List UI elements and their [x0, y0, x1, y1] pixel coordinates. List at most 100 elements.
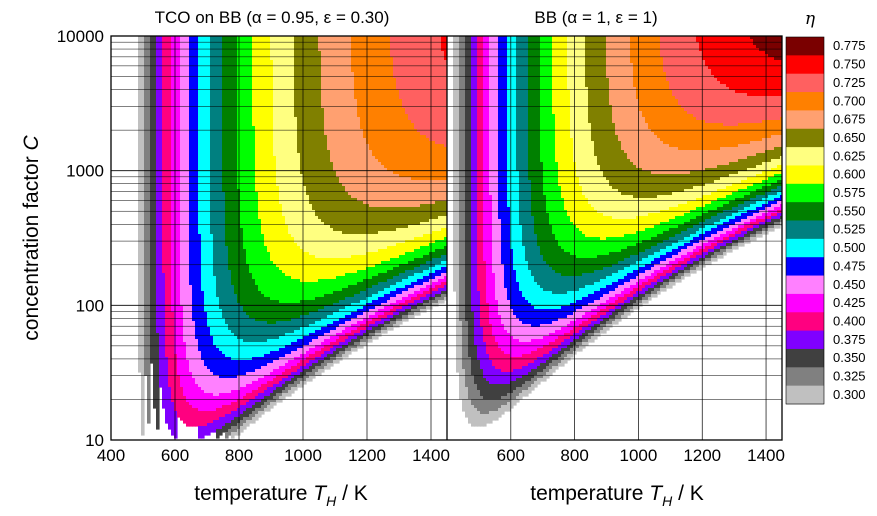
contour-cell — [393, 258, 397, 268]
contour-cell — [615, 300, 619, 307]
contour-cell — [564, 210, 568, 253]
contour-cell — [402, 108, 406, 178]
contour-cell — [693, 252, 697, 259]
contour-cell — [372, 276, 376, 286]
contour-cell — [420, 288, 424, 295]
contour-cell — [252, 342, 256, 358]
contour-cell — [303, 354, 307, 361]
contour-cell — [651, 261, 655, 268]
contour-cell — [315, 330, 319, 340]
contour-cell — [324, 345, 328, 352]
contour-cell — [612, 321, 616, 325]
contour-cell — [618, 270, 622, 280]
contour-cell — [324, 318, 328, 328]
contour-cell — [489, 411, 493, 424]
contour-cell — [267, 381, 271, 388]
contour-cell — [375, 306, 379, 313]
contour-cell — [513, 390, 517, 400]
contour-cell — [732, 183, 736, 193]
contour-cell — [588, 312, 592, 319]
contour-cell — [570, 336, 574, 343]
contour-cell — [570, 330, 574, 337]
contour-cell — [225, 405, 229, 415]
contour-cell — [327, 339, 331, 346]
contour-cell — [189, 372, 193, 406]
contour-cell — [711, 258, 715, 262]
contour-cell — [720, 225, 724, 232]
contour-cell — [723, 240, 727, 247]
contour-cell — [411, 36, 415, 124]
contour-cell — [336, 354, 340, 358]
contour-cell — [723, 198, 727, 205]
contour-cell — [402, 243, 406, 256]
contour-cell — [291, 303, 295, 319]
contour-cell — [768, 216, 772, 220]
contour-cell — [327, 354, 331, 361]
contour-cell — [297, 357, 301, 364]
contour-cell — [444, 276, 447, 283]
contour-cell — [588, 285, 592, 295]
contour-cell — [609, 267, 613, 277]
contour-cell — [705, 219, 709, 226]
contour-cell — [729, 249, 733, 253]
contour-cell — [750, 96, 754, 124]
contour-cell — [603, 216, 607, 241]
contour-cell — [765, 192, 769, 199]
contour-cell — [300, 249, 304, 283]
contour-cell — [444, 246, 447, 256]
contour-cell — [594, 330, 598, 334]
contour-cell — [219, 417, 223, 430]
contour-cell — [768, 201, 772, 208]
contour-cell — [513, 399, 517, 406]
contour-cell — [300, 372, 304, 379]
contour-cell — [741, 243, 745, 247]
contour-cell — [252, 279, 256, 319]
contour-cell — [723, 237, 727, 241]
contour-cell — [699, 255, 703, 259]
contour-cell — [741, 237, 745, 241]
contour-cell — [657, 279, 661, 283]
contour-cell — [267, 363, 271, 376]
contour-cell — [663, 240, 667, 250]
contour-cell — [768, 171, 772, 178]
contour-cell — [582, 339, 586, 343]
contour-cell — [609, 216, 613, 238]
contour-cell — [525, 300, 529, 325]
contour-cell — [657, 174, 661, 196]
contour-cell — [444, 285, 447, 292]
contour-cell — [579, 336, 583, 343]
contour-cell — [384, 306, 388, 313]
contour-cell — [279, 336, 283, 349]
contour-cell — [678, 258, 682, 262]
contour-cell — [600, 279, 604, 289]
contour-cell — [699, 186, 703, 199]
contour-cell — [780, 174, 782, 181]
contour-cell — [747, 96, 751, 124]
contour-cell — [267, 297, 271, 325]
contour-cell — [339, 309, 343, 319]
contour-cell — [714, 249, 718, 253]
contour-cell — [741, 189, 745, 199]
contour-cell — [381, 327, 385, 331]
contour-cell — [402, 255, 406, 265]
contour-cell — [702, 258, 706, 262]
contour-cell — [687, 189, 691, 202]
contour-cell — [519, 225, 523, 292]
contour-cell — [780, 204, 782, 211]
contour-cell — [756, 153, 760, 166]
contour-cell — [750, 237, 754, 241]
contour-cell — [717, 36, 721, 82]
contour-cell — [669, 279, 673, 283]
contour-cell — [582, 36, 586, 196]
contour-cell — [198, 411, 202, 427]
contour-cell — [243, 36, 247, 250]
contour-cell — [318, 330, 322, 337]
contour-cell — [357, 234, 361, 256]
contour-cell — [684, 258, 688, 265]
contour-cell — [372, 267, 376, 277]
contour-cell — [417, 306, 421, 313]
contour-cell — [327, 360, 331, 364]
contour-cell — [426, 222, 430, 235]
contour-cell — [426, 270, 430, 277]
contour-cell — [336, 36, 340, 178]
